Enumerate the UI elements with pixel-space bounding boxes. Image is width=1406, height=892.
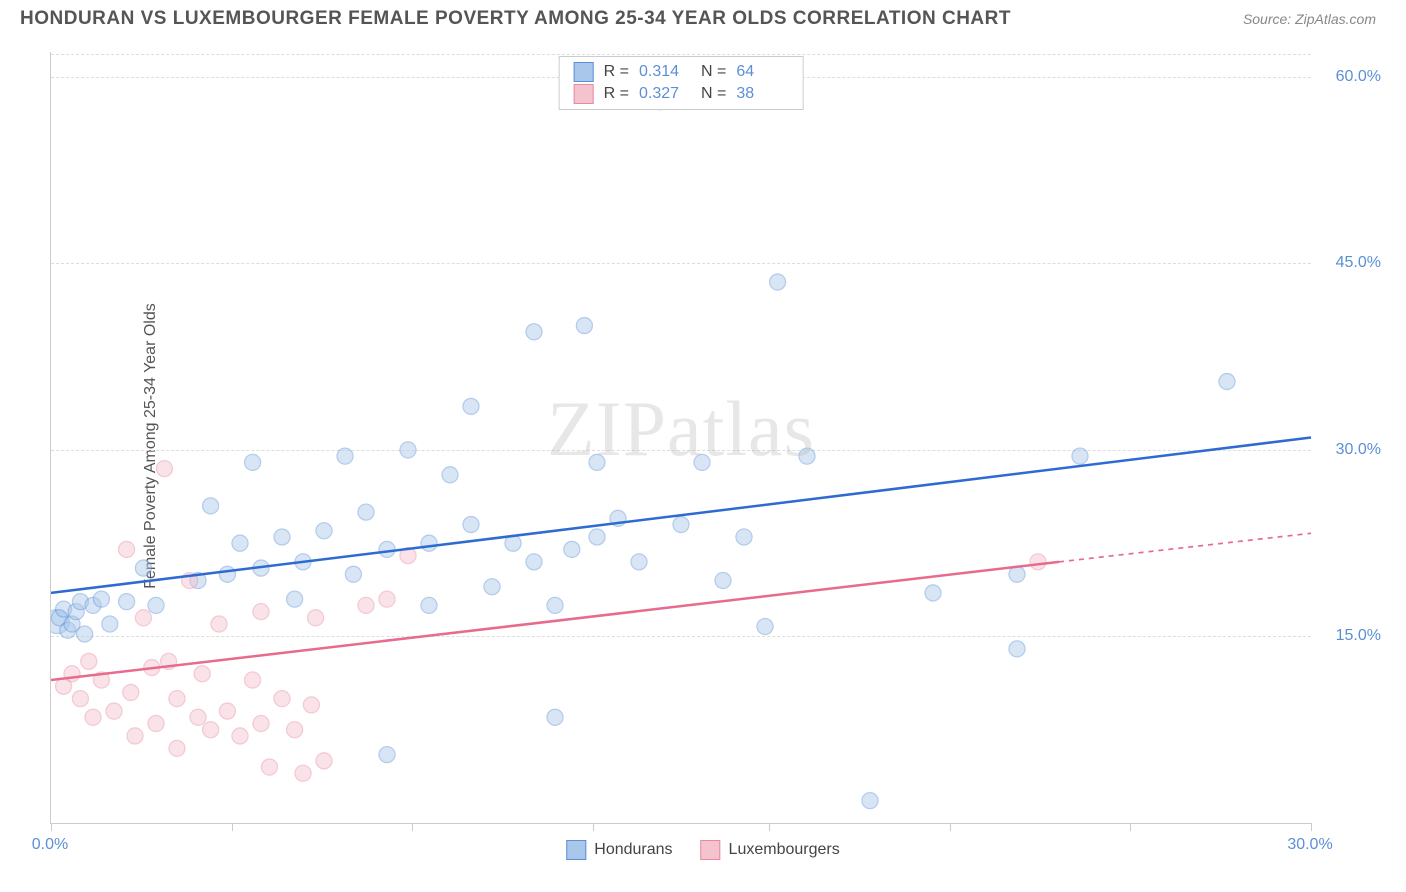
- y-tick-label: 60.0%: [1336, 68, 1381, 86]
- chart-title: HONDURAN VS LUXEMBOURGER FEMALE POVERTY …: [20, 8, 1011, 30]
- scatter-svg: [51, 52, 1311, 823]
- r-label: R =: [604, 85, 629, 103]
- stats-legend-box: R = 0.314 N = 64 R = 0.327 N = 38: [559, 56, 804, 110]
- legend-item: Hondurans: [566, 840, 672, 860]
- y-tick-label: 15.0%: [1336, 627, 1381, 645]
- x-tick: [593, 823, 594, 831]
- n-value: 64: [736, 63, 788, 81]
- legend-swatch: [701, 840, 721, 860]
- r-value: 0.327: [639, 85, 691, 103]
- stats-row: R = 0.327 N = 38: [574, 83, 789, 105]
- x-tick: [1130, 823, 1131, 831]
- n-value: 38: [736, 85, 788, 103]
- source-attribution: Source: ZipAtlas.com: [1243, 11, 1376, 27]
- x-tick: [769, 823, 770, 831]
- legend-item: Luxembourgers: [701, 840, 840, 860]
- r-label: R =: [604, 63, 629, 81]
- legend-label: Luxembourgers: [729, 841, 840, 859]
- legend-swatch: [574, 62, 594, 82]
- x-tick: [51, 823, 52, 831]
- legend-label: Hondurans: [594, 841, 672, 859]
- chart-plot-area: ZIPatlas R = 0.314 N = 64 R = 0.327 N = …: [50, 52, 1311, 824]
- x-tick-label: 0.0%: [32, 836, 68, 854]
- bottom-legend: Hondurans Luxembourgers: [566, 840, 839, 860]
- y-tick-label: 45.0%: [1336, 254, 1381, 272]
- x-tick: [1311, 823, 1312, 831]
- r-value: 0.314: [639, 63, 691, 81]
- x-tick: [412, 823, 413, 831]
- x-tick: [950, 823, 951, 831]
- y-tick-label: 30.0%: [1336, 441, 1381, 459]
- legend-swatch: [574, 84, 594, 104]
- stats-row: R = 0.314 N = 64: [574, 61, 789, 83]
- x-tick-label: 30.0%: [1287, 836, 1332, 854]
- n-label: N =: [701, 85, 726, 103]
- x-tick: [232, 823, 233, 831]
- n-label: N =: [701, 63, 726, 81]
- legend-swatch: [566, 840, 586, 860]
